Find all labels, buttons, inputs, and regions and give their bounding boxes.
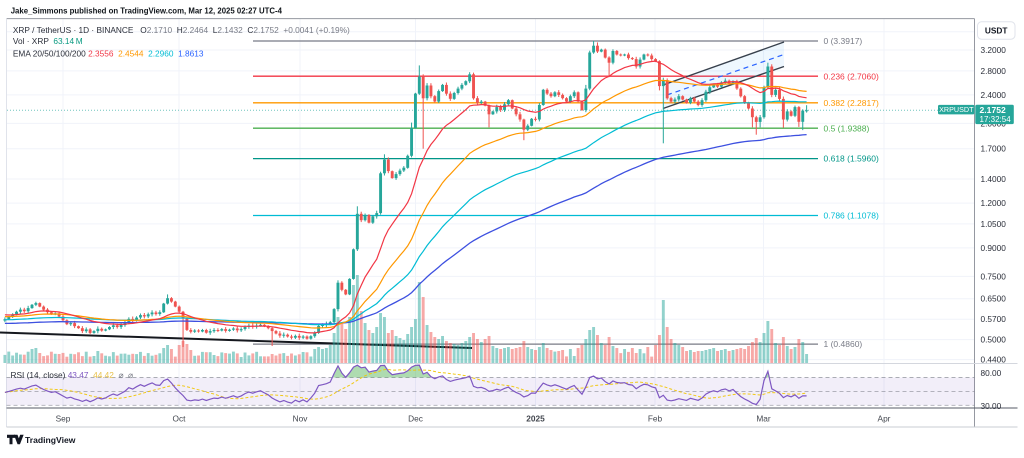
svg-text:0.5700: 0.5700 bbox=[981, 314, 1007, 324]
svg-text:TradingView: TradingView bbox=[25, 435, 76, 445]
svg-text:Apr: Apr bbox=[878, 413, 891, 423]
svg-text:0.786 (1.1078): 0.786 (1.1078) bbox=[824, 211, 879, 221]
svg-text:1 (0.4860): 1 (0.4860) bbox=[824, 339, 863, 349]
svg-text:0.5000: 0.5000 bbox=[981, 335, 1007, 345]
svg-text:Nov: Nov bbox=[293, 413, 309, 423]
svg-text:Dec: Dec bbox=[408, 413, 423, 423]
svg-text:Feb: Feb bbox=[648, 413, 663, 423]
svg-text:0.4400: 0.4400 bbox=[981, 355, 1007, 365]
svg-text:30.00: 30.00 bbox=[981, 401, 1002, 411]
svg-text:0.9000: 0.9000 bbox=[981, 243, 1007, 253]
svg-text:80.00: 80.00 bbox=[981, 368, 1002, 378]
svg-text:17:32:54: 17:32:54 bbox=[980, 115, 1012, 124]
svg-text:RSI (14, close) 43.47 44.42: RSI (14, close) 43.47 44.42 ⌀ ⌀ bbox=[11, 370, 134, 380]
svg-text:1.2000: 1.2000 bbox=[981, 198, 1007, 208]
svg-text:EMA 20/50/100/200 2.3556 2.45: EMA 20/50/100/200 2.3556 2.4544 2.2960 1… bbox=[13, 49, 204, 59]
svg-text:0.382 (2.2817): 0.382 (2.2817) bbox=[824, 98, 879, 108]
svg-text:0.618 (1.5960): 0.618 (1.5960) bbox=[824, 154, 879, 164]
svg-text:2.4000: 2.4000 bbox=[981, 90, 1007, 100]
svg-text:Sep: Sep bbox=[56, 413, 71, 423]
svg-text:1.4000: 1.4000 bbox=[981, 174, 1007, 184]
svg-text:Jake_Simmons published on Trad: Jake_Simmons published on TradingView.co… bbox=[11, 6, 283, 15]
svg-text:0.5 (1.9388): 0.5 (1.9388) bbox=[824, 123, 870, 133]
svg-text:3.2000: 3.2000 bbox=[981, 45, 1007, 55]
svg-text:0.6500: 0.6500 bbox=[981, 294, 1007, 304]
svg-text:2025: 2025 bbox=[526, 413, 545, 423]
svg-text:0 (3.3917): 0 (3.3917) bbox=[824, 36, 863, 46]
svg-text:XRP / TetherUS · 1D · BINANCE: XRP / TetherUS · 1D · BINANCE O2.1710 H2… bbox=[13, 25, 350, 35]
svg-text:1.0500: 1.0500 bbox=[981, 219, 1007, 229]
svg-text:2.1752: 2.1752 bbox=[980, 105, 1007, 115]
svg-text:USDT: USDT bbox=[985, 26, 1008, 36]
svg-text:0.236 (2.7060): 0.236 (2.7060) bbox=[824, 71, 879, 81]
svg-text:Mar: Mar bbox=[756, 413, 771, 423]
svg-text:1.7000: 1.7000 bbox=[981, 144, 1007, 154]
svg-text:Vol · XRP 63.14 M: Vol · XRP 63.14 M bbox=[13, 36, 83, 46]
svg-text:2.8000: 2.8000 bbox=[981, 66, 1007, 76]
svg-text:XRPUSDT: XRPUSDT bbox=[939, 105, 974, 114]
svg-text:Oct: Oct bbox=[173, 413, 187, 423]
svg-text:0.7500: 0.7500 bbox=[981, 271, 1007, 281]
